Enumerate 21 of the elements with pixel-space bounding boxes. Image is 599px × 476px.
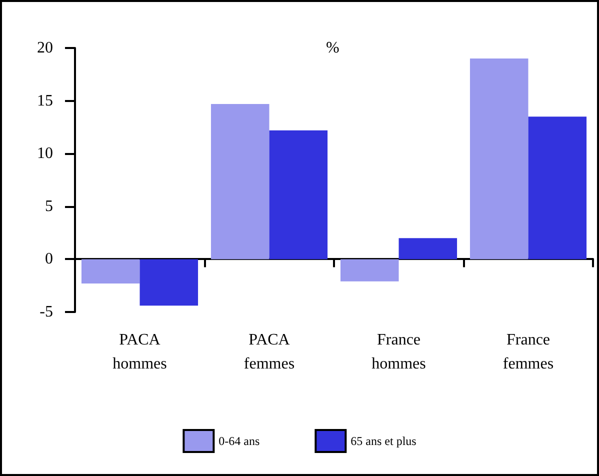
legend-label: 0-64 ans [218,434,260,448]
y-tick-label: 15 [37,92,53,110]
bar [210,104,270,260]
y-tick-label: 20 [37,40,53,56]
bar [340,259,399,282]
bar [398,238,458,260]
x-tick-label: France hommes [372,332,426,372]
x-tick-label: PACA hommes [112,332,167,372]
y-tick-label: -5 [40,304,53,320]
x-tick-label: France femmes [502,332,554,372]
y-tick-label: 5 [45,198,53,215]
bar [269,130,328,260]
bar [140,259,198,306]
y-tick-label: 10 [37,145,53,162]
bar [81,259,140,284]
bar [528,116,587,260]
y-axis-title: % [326,40,340,56]
x-tick-label: PACA femmes [244,332,295,372]
legend-label: 65 ans et plus [350,434,417,448]
y-tick-label: 0 [45,250,53,268]
bar [470,58,528,260]
